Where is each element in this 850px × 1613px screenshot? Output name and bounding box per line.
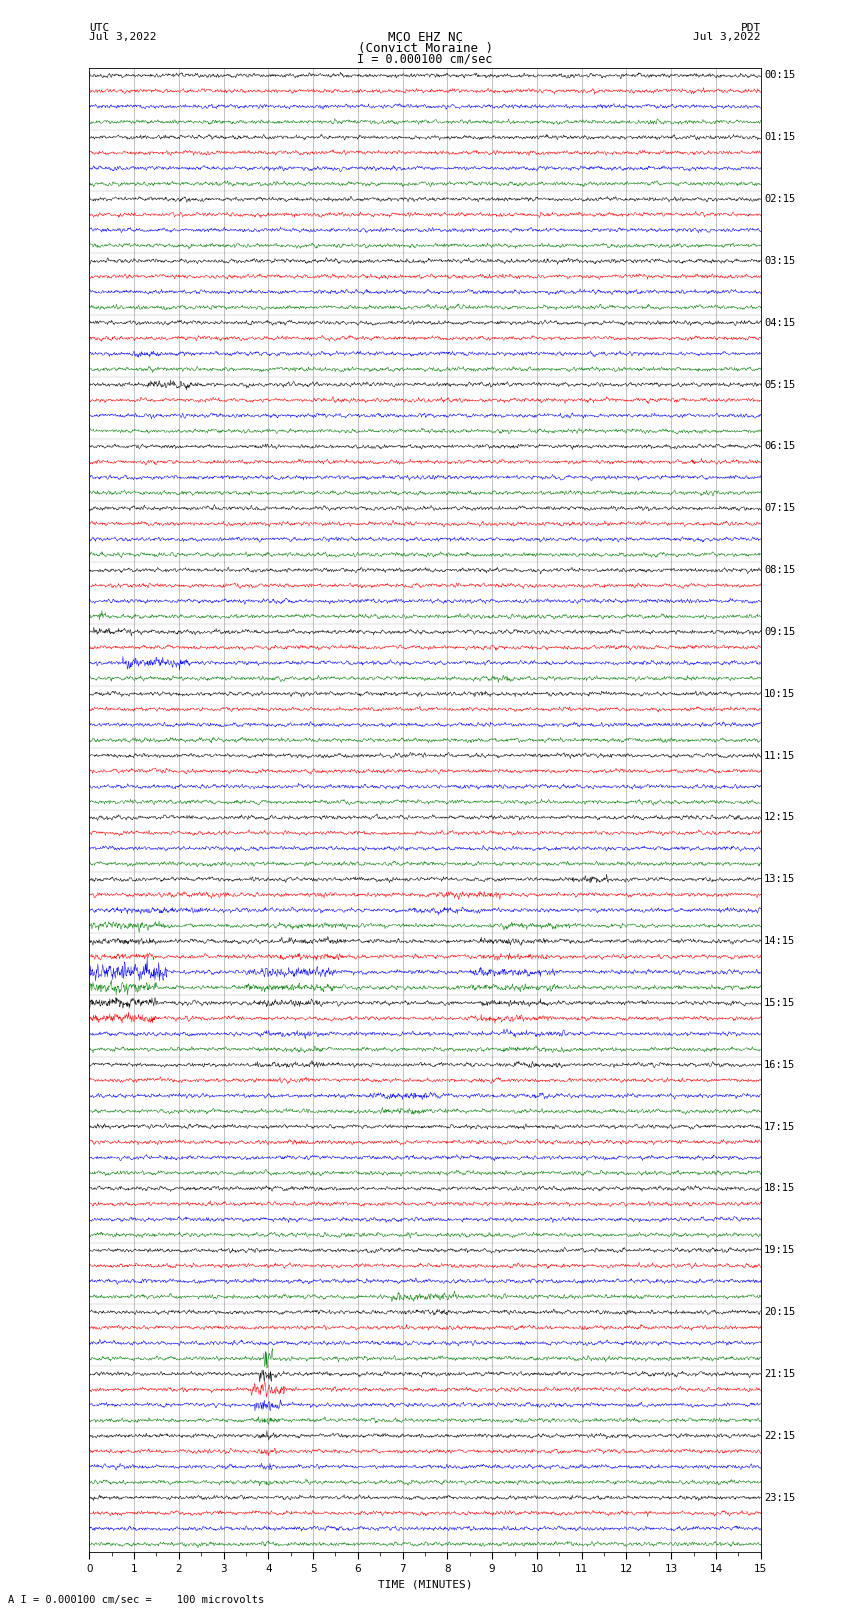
Text: UTC: UTC bbox=[89, 23, 110, 32]
Text: 16:15: 16:15 bbox=[764, 1060, 796, 1069]
Text: 03:15: 03:15 bbox=[764, 256, 796, 266]
Text: 13:15: 13:15 bbox=[764, 874, 796, 884]
Text: 12:15: 12:15 bbox=[764, 813, 796, 823]
Text: 19:15: 19:15 bbox=[764, 1245, 796, 1255]
Text: (Convict Moraine ): (Convict Moraine ) bbox=[358, 42, 492, 55]
Text: Jul 3,2022: Jul 3,2022 bbox=[89, 32, 156, 42]
Text: 17:15: 17:15 bbox=[764, 1121, 796, 1132]
Text: PDT: PDT bbox=[740, 23, 761, 32]
Text: 00:15: 00:15 bbox=[764, 71, 796, 81]
Text: 14:15: 14:15 bbox=[764, 936, 796, 947]
Text: 07:15: 07:15 bbox=[764, 503, 796, 513]
Text: 02:15: 02:15 bbox=[764, 194, 796, 205]
Text: 20:15: 20:15 bbox=[764, 1307, 796, 1318]
Text: 21:15: 21:15 bbox=[764, 1369, 796, 1379]
Text: 10:15: 10:15 bbox=[764, 689, 796, 698]
Text: 23:15: 23:15 bbox=[764, 1492, 796, 1503]
Text: 01:15: 01:15 bbox=[764, 132, 796, 142]
Text: 15:15: 15:15 bbox=[764, 998, 796, 1008]
Text: MCO EHZ NC: MCO EHZ NC bbox=[388, 31, 462, 44]
Text: 22:15: 22:15 bbox=[764, 1431, 796, 1440]
Text: 05:15: 05:15 bbox=[764, 379, 796, 390]
Text: Jul 3,2022: Jul 3,2022 bbox=[694, 32, 761, 42]
Text: 04:15: 04:15 bbox=[764, 318, 796, 327]
Text: A I = 0.000100 cm/sec =    100 microvolts: A I = 0.000100 cm/sec = 100 microvolts bbox=[8, 1595, 264, 1605]
Text: 08:15: 08:15 bbox=[764, 565, 796, 576]
Text: 18:15: 18:15 bbox=[764, 1184, 796, 1194]
X-axis label: TIME (MINUTES): TIME (MINUTES) bbox=[377, 1579, 473, 1589]
Text: 09:15: 09:15 bbox=[764, 627, 796, 637]
Text: 06:15: 06:15 bbox=[764, 442, 796, 452]
Text: I = 0.000100 cm/sec: I = 0.000100 cm/sec bbox=[357, 52, 493, 65]
Text: 11:15: 11:15 bbox=[764, 750, 796, 761]
